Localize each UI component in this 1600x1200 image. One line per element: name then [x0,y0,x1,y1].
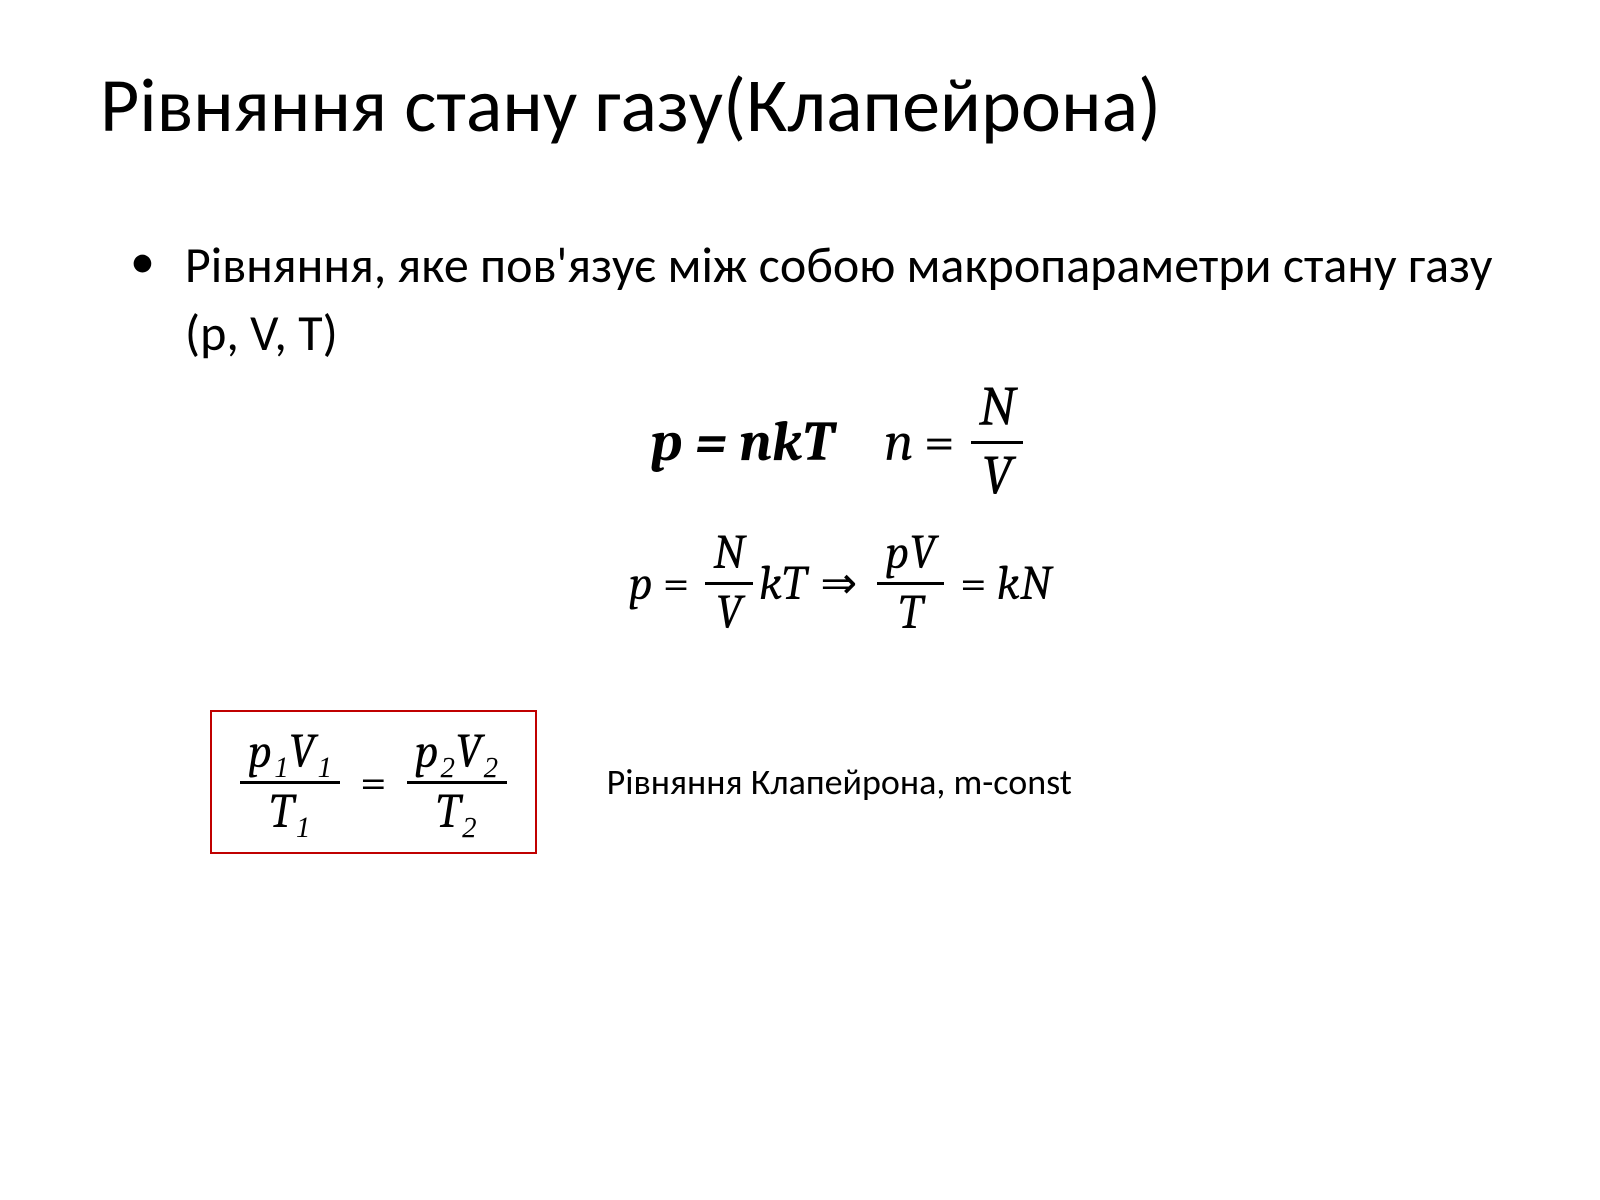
eq-n: n [884,410,914,474]
clapeyron-equation-box: p₁V₁ T₁ = p₂V₂ T₂ [210,710,537,855]
eq-n-NV: n = N V [884,377,1029,507]
slide: Рівняння стану газу(Клапейрона) • Рівнян… [0,0,1600,1200]
slide-title: Рівняння стану газу(Клапейрона) [100,60,1510,152]
fraction-N-over-V: N V [705,527,752,640]
numerator: p₂V₂ [407,726,507,779]
bullet-item: • Рівняння, яке пов'язує між собою макро… [130,232,1510,367]
bullet-marker: • [130,232,155,292]
fraction-p2V2-over-T2: p₂V₂ T₂ [407,726,507,839]
arrow-implies: ⇒ [820,558,857,609]
numerator: pV [877,527,944,580]
numerator: N [705,527,752,580]
eq-kN: kN [997,556,1052,611]
bullet-text: Рівняння, яке пов'язує між собою макропа… [185,232,1510,367]
eq-equals: = [924,410,955,474]
denominator: V [974,446,1021,508]
equation-caption: Рівняння Клапейрона, m-const [607,760,1072,804]
clapeyron-row: p₁V₁ T₁ = p₂V₂ T₂ Рівняння Клапейрона, m… [210,710,1510,855]
eq-equals: = [360,755,387,810]
numerator: N [971,377,1024,439]
eq-p: p [629,556,653,611]
equation-row-2: p = N V kT ⇒ pV T = kN [170,527,1510,640]
fraction-pV-over-T: pV T [877,527,944,640]
numerator: p₁V₁ [240,726,340,779]
fraction-p1V1-over-T1: p₁V₁ T₁ [240,726,340,839]
denominator: T₁ [262,786,319,839]
eq-p-nkT: p = nkT [651,410,834,474]
denominator: T₂ [428,786,485,839]
eq-equals: = [663,556,690,611]
fraction-N-over-V: N V [971,377,1024,507]
eq-equals: = [960,556,987,611]
denominator: V [708,587,751,640]
eq-kT: kT [759,556,807,611]
denominator: T [890,587,930,640]
equation-row-1: p = nkT n = N V [170,377,1510,507]
